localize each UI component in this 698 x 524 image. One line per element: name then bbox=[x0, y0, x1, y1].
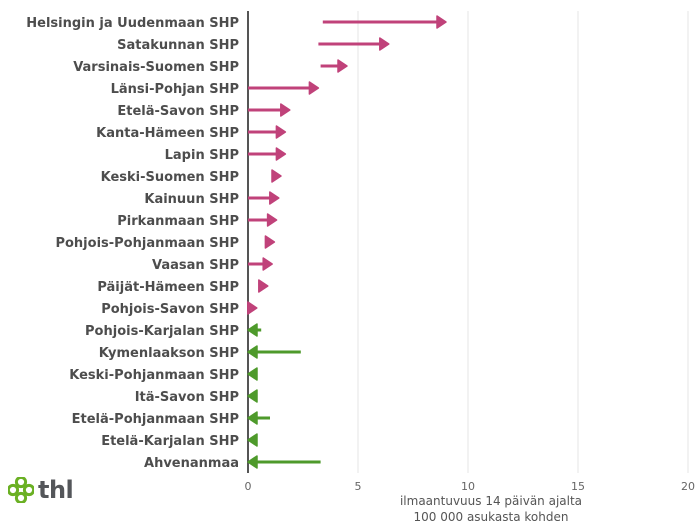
arrow-head bbox=[247, 301, 258, 315]
arrow-head bbox=[275, 147, 287, 161]
arrow-mark bbox=[318, 37, 390, 51]
x-tick-label: 0 bbox=[245, 480, 252, 493]
category-label: Kymenlaakson SHP bbox=[99, 346, 239, 361]
x-tick-label: 20 bbox=[681, 480, 695, 493]
arrow-mark bbox=[248, 147, 287, 161]
arrow-head bbox=[247, 389, 258, 403]
arrow-head bbox=[308, 81, 320, 95]
category-label: Pohjois-Savon SHP bbox=[101, 302, 239, 317]
arrow-head bbox=[247, 433, 258, 447]
category-label: Varsinais-Suomen SHP bbox=[73, 60, 239, 75]
x-tick-label: 15 bbox=[571, 480, 585, 493]
arrow-head bbox=[275, 125, 287, 139]
arrow-mark bbox=[247, 455, 321, 469]
arrow-mark bbox=[247, 323, 262, 337]
arrow-mark bbox=[248, 213, 278, 227]
arrow-mark bbox=[248, 81, 320, 95]
category-label: Kanta-Hämeen SHP bbox=[96, 126, 239, 141]
arrow-head bbox=[266, 213, 278, 227]
arrow-mark bbox=[247, 345, 301, 359]
logo-petal bbox=[14, 491, 28, 503]
arrow-mark bbox=[322, 15, 447, 29]
arrow-head bbox=[247, 411, 258, 425]
category-label: Keski-Suomen SHP bbox=[101, 170, 239, 185]
logo-text: thl bbox=[38, 476, 74, 504]
x-axis-title-line-1: ilmaantuvuus 14 päivän ajalta bbox=[400, 494, 582, 508]
arrow-mark bbox=[247, 301, 258, 315]
arrow-head bbox=[258, 279, 269, 293]
arrow-mark bbox=[248, 257, 273, 271]
category-label: Keski-Pohjanmaan SHP bbox=[69, 368, 239, 383]
arrow-head bbox=[269, 191, 280, 205]
arrow-head bbox=[337, 59, 348, 73]
category-label: Etelä-Karjalan SHP bbox=[101, 434, 239, 449]
category-label: Kainuun SHP bbox=[144, 192, 239, 207]
arrow-head bbox=[379, 37, 390, 51]
arrow-mark bbox=[248, 103, 291, 117]
arrow-mark bbox=[248, 191, 280, 205]
arrow-mark bbox=[271, 169, 282, 183]
category-label: Vaasan SHP bbox=[152, 258, 239, 273]
category-label: Satakunnan SHP bbox=[117, 38, 239, 53]
arrow-mark bbox=[247, 411, 270, 425]
category-label: Etelä-Pohjanmaan SHP bbox=[72, 412, 239, 427]
arrow-head bbox=[280, 103, 291, 117]
arrow-mark bbox=[247, 367, 258, 381]
category-label: Helsingin ja Uudenmaan SHP bbox=[26, 16, 239, 31]
flower-icon bbox=[8, 477, 34, 503]
category-label: Pohjois-Pohjanmaan SHP bbox=[55, 236, 239, 251]
category-label: Länsi-Pohjan SHP bbox=[111, 82, 239, 97]
arrow-mark bbox=[264, 235, 276, 249]
x-tick-label: 10 bbox=[461, 480, 475, 493]
arrow-mark bbox=[247, 389, 258, 403]
arrow-head bbox=[262, 257, 273, 271]
x-axis-title-line-2: 100 000 asukasta kohden bbox=[414, 510, 569, 524]
grid-lines bbox=[357, 11, 689, 473]
category-label: Pohjois-Karjalan SHP bbox=[85, 324, 239, 339]
arrow-head bbox=[436, 15, 447, 29]
arrow-head bbox=[264, 235, 276, 249]
category-labels: Helsingin ja Uudenmaan SHP Satakunnan SHP… bbox=[26, 16, 239, 471]
thl-logo: thl bbox=[8, 476, 74, 504]
arrow-head bbox=[271, 169, 282, 183]
arrow-mark bbox=[247, 433, 258, 447]
arrow-mark bbox=[248, 125, 287, 139]
category-label: Etelä-Savon SHP bbox=[117, 104, 239, 119]
arrow-head bbox=[247, 367, 258, 381]
category-label: Lapin SHP bbox=[165, 148, 239, 163]
x-tick-label: 5 bbox=[355, 480, 362, 493]
logo-petal bbox=[22, 483, 34, 497]
arrows bbox=[247, 15, 447, 469]
category-label: Pirkanmaan SHP bbox=[117, 214, 239, 229]
arrow-mark bbox=[320, 59, 348, 73]
category-label: Itä-Savon SHP bbox=[135, 390, 239, 405]
arrow-head bbox=[247, 455, 258, 469]
category-label: Päijät-Hämeen SHP bbox=[97, 280, 239, 295]
logo-petal bbox=[14, 477, 28, 489]
arrow-head bbox=[247, 345, 258, 359]
category-label: Ahvenanmaa bbox=[144, 456, 239, 471]
logo-petal bbox=[8, 483, 20, 497]
arrow-head bbox=[247, 323, 258, 337]
arrow-mark bbox=[258, 279, 269, 293]
